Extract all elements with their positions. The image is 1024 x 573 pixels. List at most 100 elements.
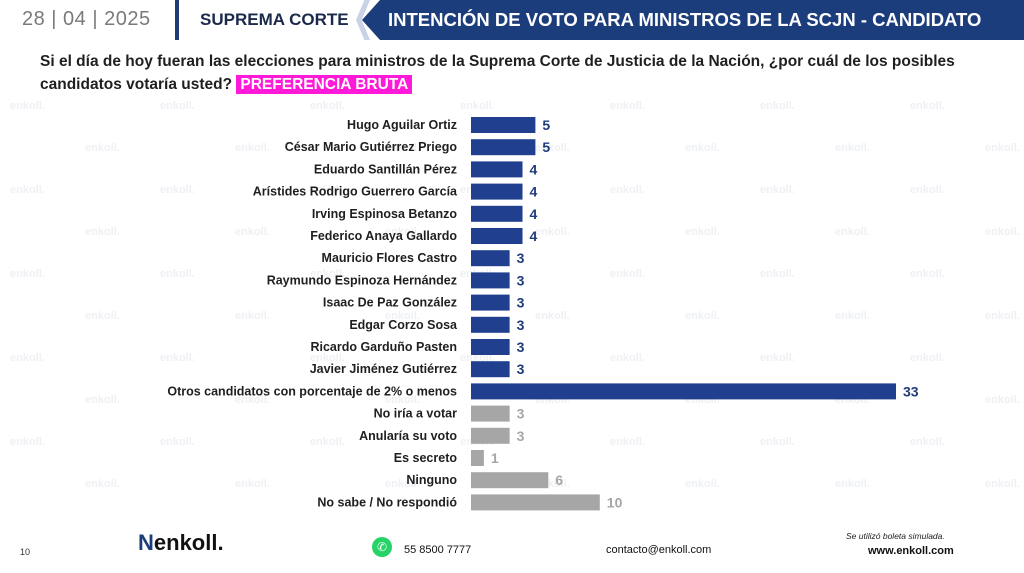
category-label: Mauricio Flores Castro: [322, 251, 458, 265]
footer-note: Se utilizó boleta simulada.: [846, 531, 945, 541]
category-label: No iría a votar: [374, 407, 457, 421]
bar: [471, 117, 536, 133]
category-label: Arístides Rodrigo Guerrero García: [253, 185, 458, 199]
category-label: Javier Jiménez Gutiérrez: [310, 362, 457, 376]
data-label: 3: [517, 339, 525, 355]
watermark-text: enkoll.: [160, 184, 195, 196]
footer-phone[interactable]: 55 8500 7777: [404, 544, 472, 556]
data-label: 10: [607, 494, 623, 510]
watermark-text: enkoll.: [235, 478, 270, 490]
bar: [471, 427, 510, 444]
data-label: 6: [555, 472, 563, 488]
watermark-text: enkoll.: [310, 436, 345, 448]
survey-question: Si el día de hoy fueran las elecciones p…: [40, 50, 980, 96]
category-label: Otros candidatos con porcentaje de 2% o …: [167, 384, 457, 398]
category-label: Ricardo Garduño Pasten: [310, 340, 457, 354]
category-label: Raymundo Espinoza Hernández: [267, 273, 457, 287]
watermark-text: enkoll.: [985, 226, 1020, 238]
watermark-text: enkoll.: [835, 142, 870, 154]
data-label: 4: [530, 228, 538, 244]
data-label: 3: [517, 295, 525, 311]
bar: [471, 472, 549, 489]
enkoll-logo: Nenkoll.: [138, 530, 224, 555]
watermark-text: enkoll.: [835, 310, 870, 322]
section-label: SUPREMA CORTE: [200, 10, 349, 29]
header: 28 | 04 | 2025 SUPREMA CORTE INTENCIÓN D…: [0, 0, 1024, 40]
category-label: Irving Espinosa Betanzo: [312, 207, 458, 221]
watermark-text: enkoll.: [235, 310, 270, 322]
watermark-text: enkoll.: [535, 310, 570, 322]
data-label: 3: [517, 272, 525, 288]
data-label: 4: [530, 206, 538, 222]
category-label: Isaac De Paz González: [323, 296, 457, 310]
watermark-text: enkoll.: [910, 352, 945, 364]
watermark-text: enkoll.: [760, 100, 795, 112]
question-text: Si el día de hoy fueran las elecciones p…: [40, 53, 955, 93]
watermark-text: enkoll.: [235, 394, 270, 406]
whatsapp-icon: ✆: [372, 537, 392, 557]
footer-email[interactable]: contacto@enkoll.com: [606, 544, 712, 556]
data-label: 4: [530, 161, 538, 177]
watermark-text: enkoll.: [535, 142, 570, 154]
watermark-text: enkoll.: [985, 394, 1020, 406]
data-label: 1: [491, 450, 499, 466]
data-label: 3: [517, 428, 525, 444]
bar: [471, 228, 523, 244]
watermark-text: enkoll.: [85, 394, 120, 406]
bar-chart: Hugo Aguilar Ortiz 5 César Mario Gutiérrez…: [167, 117, 919, 511]
watermark-text: enkoll.: [610, 184, 645, 196]
watermark-text: enkoll.: [835, 478, 870, 490]
watermark-text: enkoll.: [760, 352, 795, 364]
watermark-text: enkoll.: [610, 100, 645, 112]
category-label: Eduardo Santillán Pérez: [314, 162, 457, 176]
data-label: 3: [517, 361, 525, 377]
watermark-text: enkoll.: [685, 142, 720, 154]
watermark-text: enkoll.: [910, 436, 945, 448]
bar: [471, 405, 510, 422]
watermark-text: enkoll.: [610, 268, 645, 280]
watermark-text: enkoll.: [235, 142, 270, 154]
category-label: Edgar Corzo Sosa: [349, 318, 458, 332]
watermark-text: enkoll.: [460, 100, 495, 112]
data-label: 3: [517, 250, 525, 266]
watermark-text: enkoll.: [10, 352, 45, 364]
category-label: Hugo Aguilar Ortiz: [347, 118, 457, 132]
data-label: 33: [903, 383, 919, 399]
watermark-text: enkoll.: [10, 436, 45, 448]
watermark-text: enkoll.: [385, 310, 420, 322]
bar: [471, 161, 523, 178]
watermark-text: enkoll.: [85, 310, 120, 322]
watermark-text: enkoll.: [160, 268, 195, 280]
watermark-text: enkoll.: [610, 436, 645, 448]
bar: [471, 494, 600, 511]
bar: [471, 250, 510, 267]
data-label: 3: [517, 317, 525, 333]
watermark-text: enkoll.: [760, 268, 795, 280]
watermark-text: enkoll.: [385, 478, 420, 490]
data-label: 5: [542, 139, 550, 155]
watermark-text: enkoll.: [760, 436, 795, 448]
category-label: Ninguno: [406, 473, 457, 487]
logo-mark-icon: N: [138, 530, 154, 555]
watermark-text: enkoll.: [10, 268, 45, 280]
category-label: Es secreto: [394, 451, 458, 465]
watermark-text: enkoll.: [10, 100, 45, 112]
bar: [471, 272, 510, 289]
footer-website[interactable]: www.enkoll.com: [868, 545, 954, 557]
bar: [471, 205, 523, 222]
watermark-text: enkoll.: [985, 478, 1020, 490]
watermark-text: enkoll.: [910, 100, 945, 112]
watermark-text: enkoll.: [685, 226, 720, 238]
bar: [471, 316, 510, 333]
watermark-text: enkoll.: [310, 352, 345, 364]
watermark-text: enkoll.: [310, 184, 345, 196]
watermark-text: enkoll.: [85, 226, 120, 238]
watermark-text: enkoll.: [910, 184, 945, 196]
watermark-text: enkoll.: [535, 226, 570, 238]
bar: [471, 294, 510, 311]
page-number: 10: [20, 547, 31, 557]
watermark-text: enkoll.: [310, 268, 345, 280]
watermark-text: enkoll.: [85, 478, 120, 490]
bar: [471, 339, 510, 355]
data-label: 3: [517, 406, 525, 422]
